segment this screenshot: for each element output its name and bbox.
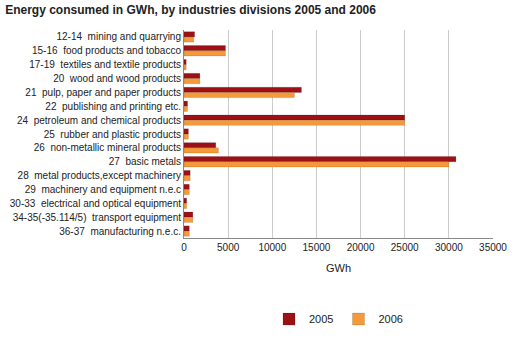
svg-text:25000: 25000 [391, 242, 419, 253]
svg-text:5000: 5000 [217, 242, 240, 253]
svg-text:10000: 10000 [258, 242, 286, 253]
svg-text:Energy consumed in GWh, by ind: Energy consumed in GWh, by industries di… [5, 3, 376, 17]
svg-text:27 basic metals: 27 basic metals [109, 156, 181, 167]
svg-text:24 petroleum and chemical pro: 24 petroleum and chemical products [17, 115, 181, 126]
svg-text:20000: 20000 [347, 242, 375, 253]
svg-text:15-16 food products and tobac: 15-16 food products and tobacco [32, 45, 181, 56]
svg-text:22 publishing and printing et: 22 publishing and printing etc. [45, 101, 181, 112]
svg-text:15000: 15000 [303, 242, 331, 253]
svg-text:36-37 manufacturing n.e.c.: 36-37 manufacturing n.e.c. [59, 226, 181, 237]
svg-text:2006: 2006 [378, 313, 402, 325]
svg-text:21 pulp, paper and paper prod: 21 pulp, paper and paper products [25, 87, 181, 98]
svg-text:26 non-metallic mineral produ: 26 non-metallic mineral products [34, 142, 181, 153]
svg-text:25 rubber and plastic product: 25 rubber and plastic products [44, 129, 181, 140]
svg-text:35000: 35000 [479, 242, 507, 253]
svg-text:30000: 30000 [435, 242, 463, 253]
svg-text:17-19 textiles and textile pr: 17-19 textiles and textile products [29, 59, 181, 70]
svg-text:34-35(-35.114/5) transport eq: 34-35(-35.114/5) transport equipment [13, 212, 181, 223]
svg-text:20 wood and wood products: 20 wood and wood products [53, 73, 181, 84]
svg-text:29 machinery and equipment n.: 29 machinery and equipment n.e.c [25, 184, 181, 195]
svg-text:28 metal products,except mach: 28 metal products,except machinery [18, 170, 181, 181]
svg-text:30-33 electrical and optical: 30-33 electrical and optical equipment [10, 198, 181, 209]
svg-text:12-14 mining and quarrying: 12-14 mining and quarrying [56, 31, 181, 42]
svg-text:2005: 2005 [309, 313, 333, 325]
svg-text:0: 0 [181, 242, 187, 253]
svg-text:GWh: GWh [326, 262, 351, 274]
